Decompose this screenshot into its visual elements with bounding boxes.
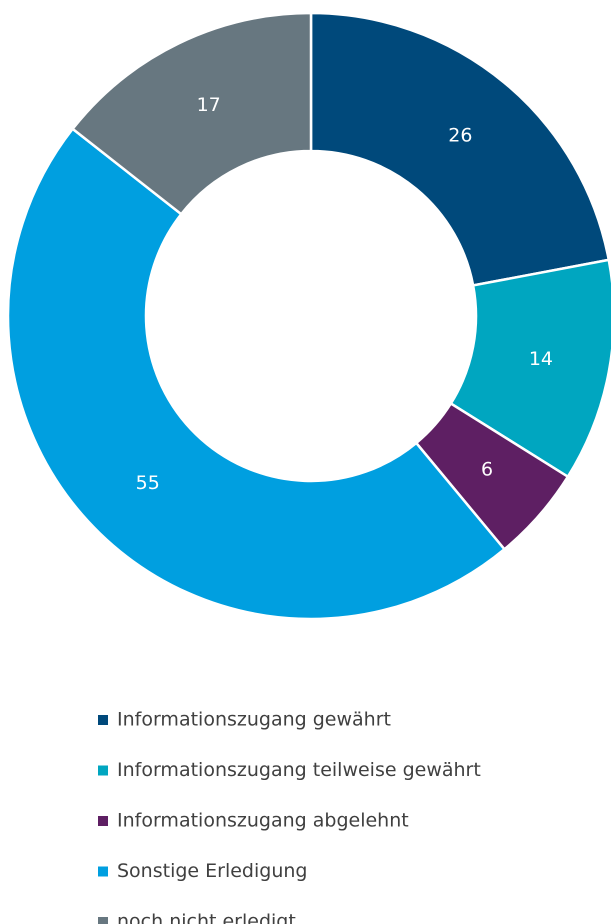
data-label: 17 <box>197 94 221 116</box>
donut-slice <box>309 11 611 287</box>
legend-label: noch nicht erledigt <box>117 911 296 924</box>
legend-swatch <box>98 816 108 826</box>
data-label: 55 <box>136 472 160 494</box>
data-label: 14 <box>529 348 553 370</box>
data-label: 6 <box>481 459 493 481</box>
legend-swatch <box>98 917 108 924</box>
data-label: 26 <box>448 124 472 146</box>
donut-slice <box>6 127 507 621</box>
legend-label: Informationszugang teilweise gewährt <box>117 759 481 781</box>
legend-label: Sonstige Erledigung <box>117 860 307 882</box>
legend-label: Informationszugang gewährt <box>117 709 391 731</box>
legend-swatch <box>98 715 108 725</box>
legend-swatch <box>98 765 108 776</box>
legend-label: Informationszugang abgelehnt <box>117 810 409 832</box>
donut-slice <box>70 11 313 216</box>
legend-swatch <box>98 866 108 877</box>
